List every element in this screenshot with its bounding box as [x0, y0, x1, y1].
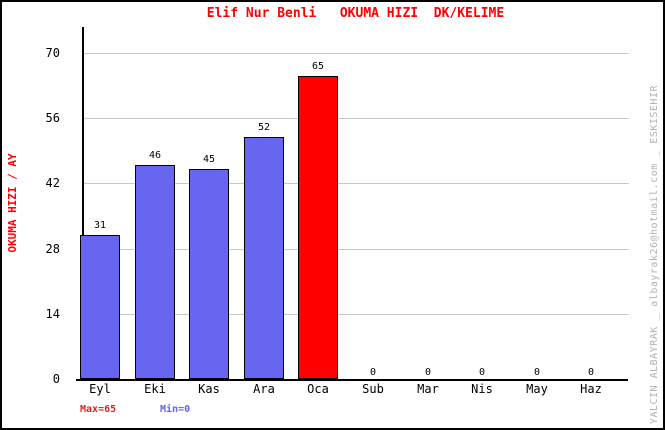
bar-value-label: 45	[202, 154, 216, 165]
min-annotation: Min=0	[160, 404, 191, 415]
y-tick-label: 56	[45, 111, 60, 125]
x-tick-label-may: May	[526, 382, 548, 396]
gridline	[84, 314, 629, 315]
y-tick-label: 70	[45, 46, 60, 60]
bar-value-label: 0	[478, 367, 486, 378]
x-tick-label-kas: Kas	[198, 382, 220, 396]
x-tick-label-nis: Nis	[471, 382, 493, 396]
y-tick-label: 42	[45, 176, 60, 190]
x-tick-label-ara: Ara	[253, 382, 275, 396]
gridline	[84, 53, 629, 54]
y-tick-label: 14	[45, 307, 60, 321]
bar-eki	[135, 165, 175, 379]
bar-value-label: 0	[533, 367, 541, 378]
y-tick-label: 0	[52, 372, 60, 386]
bar-value-label: 46	[148, 150, 162, 161]
bar-oca	[298, 76, 338, 379]
bar-value-label: 31	[93, 220, 107, 231]
gridline	[84, 249, 629, 250]
y-tick-label: 28	[45, 242, 60, 256]
x-tick-label-sub: Sub	[362, 382, 384, 396]
bar-ara	[244, 137, 284, 379]
watermark-text: YALCIN ALBAYRAK _ albayrak26@hotmail.com…	[649, 84, 660, 424]
gridline	[84, 183, 629, 184]
y-axis-title: OKUMA HIZI / AY	[6, 153, 19, 253]
x-tick-label-oca: Oca	[307, 382, 329, 396]
bar-value-label: 0	[369, 367, 377, 378]
bar-kas	[189, 169, 229, 379]
bar-value-label: 65	[311, 61, 325, 72]
bar-value-label: 0	[424, 367, 432, 378]
bar-value-label: 0	[587, 367, 595, 378]
x-tick-label-haz: Haz	[580, 382, 602, 396]
gridline	[84, 118, 629, 119]
x-axis-line	[76, 379, 628, 381]
x-tick-label-eki: Eki	[144, 382, 166, 396]
y-axis-line	[82, 27, 84, 381]
chart-title: Elif Nur Benli OKUMA HIZI DK/KELIME	[206, 6, 505, 21]
x-tick-label-eyl: Eyl	[89, 382, 111, 396]
x-tick-label-mar: Mar	[417, 382, 439, 396]
bar-eyl	[80, 235, 120, 379]
bar-value-label: 52	[257, 122, 271, 133]
max-annotation: Max=65	[80, 404, 117, 415]
